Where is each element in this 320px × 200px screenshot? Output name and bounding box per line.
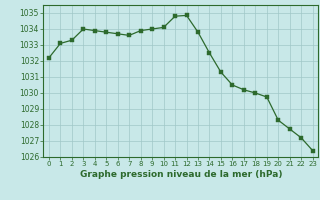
X-axis label: Graphe pression niveau de la mer (hPa): Graphe pression niveau de la mer (hPa) <box>80 170 282 179</box>
